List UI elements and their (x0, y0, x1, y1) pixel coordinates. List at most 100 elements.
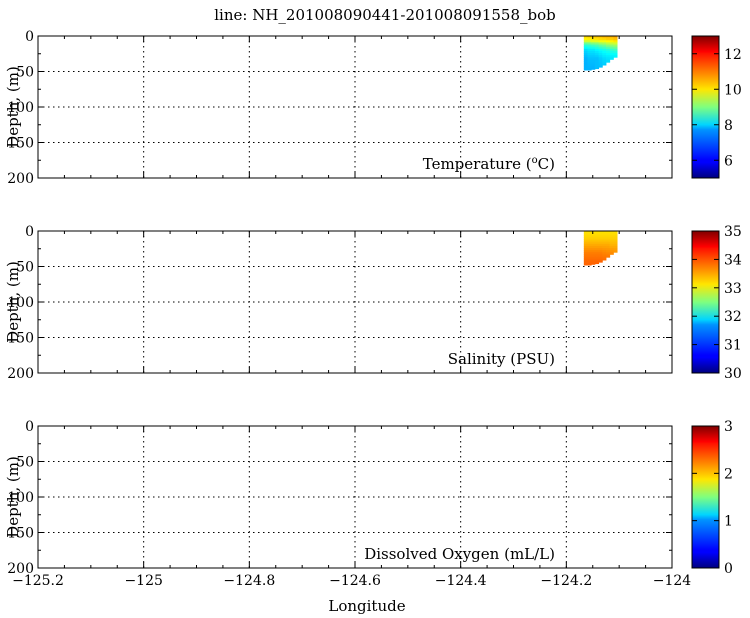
salinity-data-cell (609, 248, 614, 251)
salinity-data-cell (613, 241, 618, 245)
salinity-data-cell (591, 262, 596, 265)
temperature-data-cell (587, 42, 592, 45)
temperature-data-cell (591, 38, 596, 41)
colorbar-tick-label: 1 (724, 514, 733, 530)
salinity-data-cell (587, 250, 592, 253)
salinity-data-cell (583, 245, 588, 249)
salinity-data-cell (594, 237, 600, 240)
temperature-data-cell (583, 44, 588, 48)
salinity-data-cell (609, 239, 614, 243)
temperature-data-cell (598, 55, 603, 58)
temperature-data-cell (587, 67, 592, 71)
salinity-data-cell (598, 260, 603, 263)
x-tick-label: −125 (124, 573, 162, 589)
temperature-data-cell (594, 65, 600, 69)
temperature-data-cell (598, 40, 603, 43)
temperature-data-cell (583, 61, 588, 65)
temperature-data-cell (613, 36, 618, 39)
y-tick-label: 0 (25, 29, 34, 45)
temperature-data-cell (594, 40, 600, 43)
x-tick-label: −124.6 (329, 573, 381, 589)
salinity-data-cell (594, 250, 600, 253)
temperature-data-cell (598, 36, 603, 39)
y-tick-label: 100 (7, 295, 34, 311)
temperature-data-cell (598, 38, 603, 41)
temperature-data-cell (594, 63, 600, 67)
temperature-data-cell (594, 42, 600, 45)
temperature-data-cell (583, 38, 588, 41)
temperature-data-cell (594, 57, 600, 60)
temperature-data-cell (602, 59, 607, 62)
x-tick-label: −125.2 (12, 573, 64, 589)
y-tick-label: 100 (7, 100, 34, 116)
temperature-data-cell (609, 46, 614, 50)
temperature-data-cell (606, 57, 611, 60)
salinity-data-cell (598, 258, 603, 262)
y-tick-label: 100 (7, 490, 34, 506)
temperature-panel: 0 50 100 150 200 Depth, (m) Temperature (oC) 6 8… (4, 29, 742, 187)
salinity-data-cell (602, 231, 607, 234)
salinity-data-cell (602, 258, 607, 261)
colorbar-gradient (691, 35, 720, 179)
salinity-data-cell (587, 260, 592, 264)
colorbar-tick-label: 0 (724, 561, 733, 577)
temperature-data-cell (598, 48, 603, 52)
temperature-data-cell (587, 65, 592, 69)
salinity-data (583, 231, 618, 266)
temperature-data-cell (591, 55, 596, 58)
temperature-data-cell (606, 38, 611, 41)
temperature-data-cell (591, 63, 596, 67)
y-tick-label: 150 (7, 136, 34, 152)
salinity-data-cell (583, 237, 588, 240)
dissolved-oxygen-panel: 0 50 100 150 200 Depth, (m) −125.2 −125 −124.8 −1… (4, 419, 733, 589)
dissolved-oxygen-label: Dissolved Oxygen (mL/L) (364, 545, 555, 563)
salinity-data-cell (602, 252, 607, 255)
temperature-data-cell (602, 40, 607, 43)
y-tick-label: 50 (16, 455, 34, 471)
temperature-data-cell (583, 57, 588, 60)
salinity-data-cell (609, 235, 614, 238)
temperature-data-cell (587, 38, 592, 41)
y-tick-label: 0 (25, 419, 34, 435)
temperature-data-cell (609, 57, 614, 60)
temperature-data-cell (609, 48, 614, 52)
salinity-data-cell (591, 235, 596, 238)
temperature-data-cell (609, 53, 614, 56)
figure-title: line: NH_201008090441-201008091558_bob (214, 6, 556, 24)
temperature-data-cell (594, 67, 600, 70)
salinity-data-cell (602, 245, 607, 249)
colorbar-tick-label: 12 (724, 47, 742, 63)
y-axis-title: Depth, (m) (4, 66, 22, 148)
temperature-data-cell (613, 55, 618, 58)
salinity-data-cell (587, 243, 592, 247)
salinity-data-cell (602, 233, 607, 236)
salinity-data-cell (602, 235, 607, 238)
y-tick-label: 150 (7, 526, 34, 542)
temperature-data-cell (606, 53, 611, 56)
temperature-data-cell (594, 36, 600, 39)
salinity-data-cell (587, 252, 592, 255)
temperature-data-cell (606, 46, 611, 50)
salinity-data-cell (591, 243, 596, 247)
temperature-data-cell (602, 36, 607, 39)
salinity-data-cell (598, 231, 603, 234)
colorbar-tick-label: 2 (724, 466, 733, 482)
colorbar-tick-label: 3 (724, 419, 733, 435)
salinity-data-cell (583, 250, 588, 253)
temperature-data-cell (602, 63, 607, 66)
salinity-data-cell (606, 243, 611, 247)
salinity-data-cell (587, 233, 592, 236)
salinity-data-cell (591, 250, 596, 253)
salinity-data-cell (598, 239, 603, 243)
colorbar-tick-label: 34 (724, 252, 742, 268)
temperature-data-cell (602, 38, 607, 41)
temperature-data-cell (602, 50, 607, 54)
salinity-data-cell (598, 254, 603, 257)
temperature-data-cell (583, 36, 588, 39)
salinity-data-cell (598, 233, 603, 236)
temperature-data-cell (591, 53, 596, 56)
salinity-data-cell (613, 231, 618, 234)
salinity-data-cell (602, 241, 607, 245)
salinity-data-cell (602, 243, 607, 247)
temperature-colorbar: 6 8 10 12 (691, 35, 742, 179)
